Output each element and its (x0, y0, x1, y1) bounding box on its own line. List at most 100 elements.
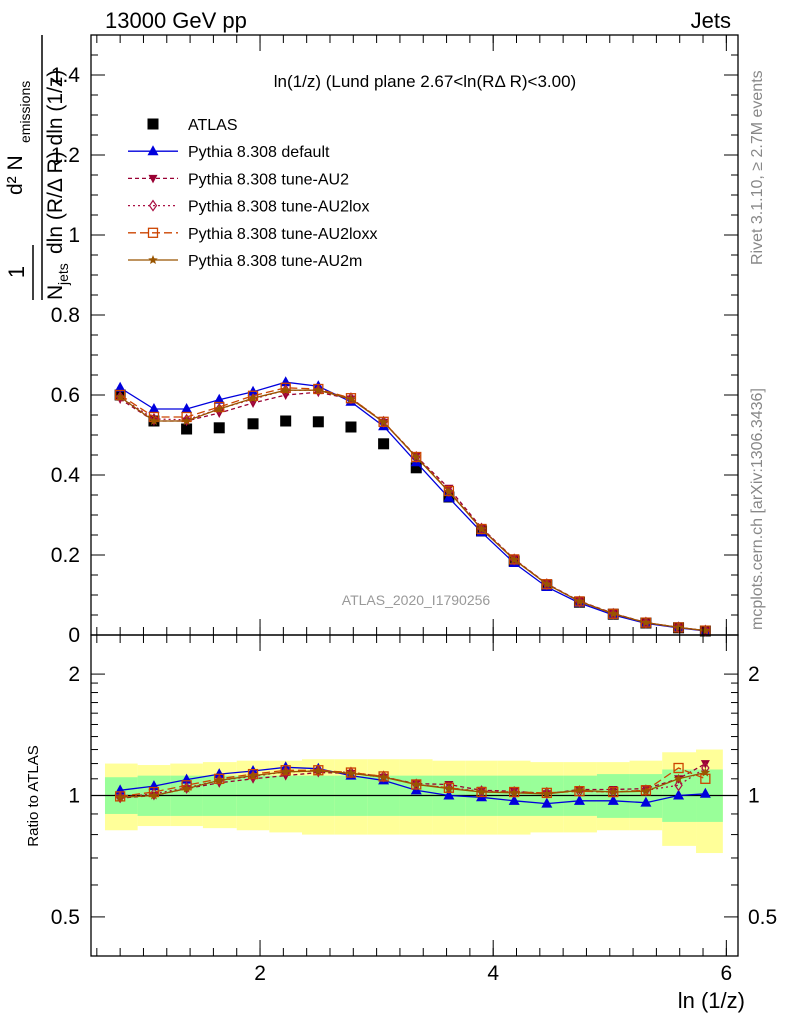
data-point-atlas (312, 416, 324, 428)
y-label-one: 1 (4, 266, 29, 278)
data-point-au2m (542, 579, 552, 589)
x-axis-label: ln (1/z) (678, 988, 745, 1013)
data-point-au2loxx (509, 786, 520, 798)
header-process: Jets (691, 8, 731, 33)
data-point-au2m (700, 767, 711, 777)
data-point-default (541, 797, 553, 808)
data-point-default (114, 381, 126, 392)
data-point-default (213, 393, 225, 404)
legend-label-au2loxx: Pythia 8.308 tune-AU2loxx (188, 226, 377, 243)
data-point-au2m (346, 394, 356, 404)
y-label-numerator-subscript: emissions (17, 81, 33, 143)
main-y-axis-label: 1 d² N emissions N jets dln (R/Δ R) dln … (4, 35, 71, 300)
ratio-y-tick-label: 2 (68, 663, 80, 686)
data-point-au2m (280, 766, 291, 776)
data-point-au2m (509, 554, 519, 564)
data-point-au2loxx (313, 765, 324, 776)
y-tick-label: 0.6 (51, 384, 80, 407)
data-point-au2m (149, 790, 159, 800)
ratio-y-tick-label: 1 (68, 785, 80, 808)
data-point-au2m (280, 385, 291, 395)
legend-marker-atlas (147, 118, 159, 130)
data-point-au2lox (182, 413, 191, 426)
ratio-y-axis: 0.5 0.5 1 1 2 2 (51, 663, 777, 929)
data-point-au2loxx (114, 791, 126, 802)
data-point-au2m (608, 787, 619, 797)
data-point-au2m (574, 785, 585, 795)
main-plot-title: ln(1/z) (Lund plane 2.67<ln(RΔ R)<3.00) (274, 72, 576, 91)
data-point-au2 (700, 760, 710, 769)
data-point-au2m (346, 768, 356, 778)
data-point-default (181, 403, 193, 413)
watermark-analysis-id: ATLAS_2020_I1790256 (342, 592, 491, 608)
legend-marker-au2lox (148, 199, 158, 212)
data-point-default (213, 768, 225, 779)
legend-marker-au2loxx (147, 227, 159, 238)
main-y-axis: 0 0.2 0.4 0.6 0.8 1 1.2 1.4 (51, 35, 738, 647)
legend-marker-default (147, 145, 159, 156)
data-point-au2m (608, 608, 619, 618)
data-point-au2m (115, 792, 125, 802)
ratio-y-tick-label: 0.5 (51, 906, 80, 929)
data-point-default (607, 794, 619, 805)
data-point-default (673, 789, 685, 800)
y-tick-label: 1 (68, 224, 80, 247)
data-point-au2m (181, 416, 192, 426)
data-point-au2m (476, 524, 487, 534)
legend-label-au2lox: Pythia 8.308 tune-AU2lox (188, 199, 369, 216)
ratio-y-tick-label-right: 1 (748, 785, 760, 808)
data-point-atlas (213, 422, 225, 434)
data-point-au2m (444, 783, 454, 793)
data-point-au2m (542, 788, 552, 798)
data-point-au2m (248, 770, 258, 780)
y-label-denominator-subscript: jets (55, 263, 71, 286)
data-point-au2m (378, 417, 389, 427)
data-point-au2m (313, 766, 324, 776)
y-tick-label: 0 (68, 624, 80, 647)
x-tick-label: 6 (720, 962, 732, 985)
data-point-au2m (641, 786, 651, 796)
y-tick-label: 0.4 (51, 464, 81, 487)
x-tick-label: 2 (254, 962, 266, 985)
data-point-au2m (214, 404, 224, 414)
data-point-atlas (410, 462, 422, 474)
data-point-au2loxx (673, 762, 684, 774)
data-point-au2m (574, 596, 585, 606)
ratio-y-tick-label-right: 2 (748, 663, 760, 686)
legend-marker-au2m (148, 255, 158, 265)
legend-label-au2: Pythia 8.308 tune-AU2 (188, 171, 349, 188)
data-point-au2m (444, 486, 454, 496)
data-point-au2m (378, 772, 389, 782)
y-tick-label: 1.4 (51, 64, 81, 87)
side-mcplots-label: mcplots.cern.ch [arXiv:1306.3436] (749, 388, 766, 630)
data-point-au2loxx (640, 785, 652, 796)
y-label-denominator-rest: dln (R/Δ R) dln (1/z) (44, 70, 67, 254)
data-point-au2m (641, 617, 651, 627)
y-label-numerator: d² N (4, 155, 27, 195)
data-point-default (640, 796, 652, 807)
y-label-denominator-n: N (44, 285, 67, 300)
data-point-default (148, 403, 160, 413)
data-point-default (573, 794, 585, 805)
data-point-atlas (247, 418, 259, 430)
data-point-au2loxx (313, 383, 324, 395)
series-au2m (115, 385, 711, 635)
main-plot-panel: 0 0.2 0.4 0.6 0.8 1 1.2 1.4 ln(1/z) (Lund plane… (4, 34, 739, 647)
data-point-atlas (181, 423, 193, 435)
data-point-au2m (509, 787, 519, 797)
data-point-au2m (411, 779, 421, 789)
data-point-au2loxx (443, 485, 455, 497)
ratio-plot-panel: 0.5 0.5 1 1 2 2 2 4 6 Ratio to ATLAS ln (1/z) (25, 634, 777, 1013)
data-point-au2m (181, 783, 192, 793)
main-data-layer (114, 376, 711, 637)
data-point-au2m (214, 775, 224, 785)
legend-label-default: Pythia 8.308 default (188, 144, 330, 161)
side-rivet-label: Rivet 3.1.10, ≥ 2.7M events (749, 70, 766, 265)
data-point-au2m (673, 622, 684, 632)
data-point-atlas (280, 415, 292, 427)
data-point-au2m (673, 773, 684, 783)
data-point-au2loxx (214, 773, 225, 784)
data-point-au2m (115, 392, 125, 402)
ratio-y-tick-label-right: 0.5 (748, 906, 777, 929)
